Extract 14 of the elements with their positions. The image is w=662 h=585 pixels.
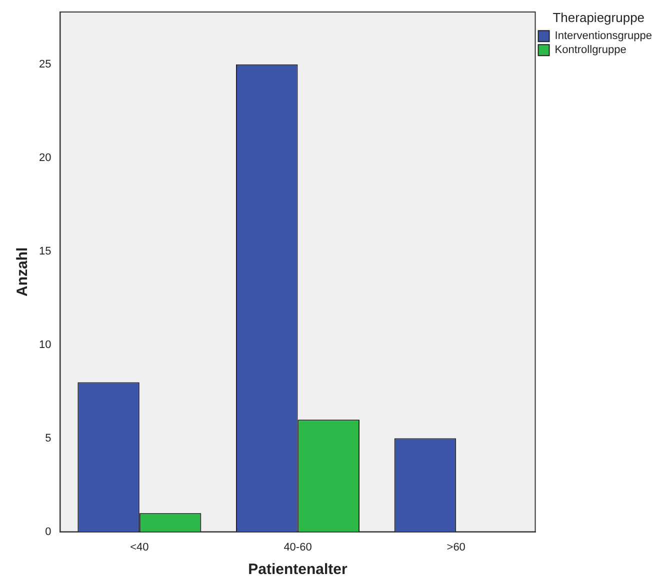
x-tick-label: >60: [446, 541, 466, 554]
y-tick-label: 10: [38, 338, 52, 351]
y-tick-label: 15: [38, 245, 52, 258]
x-tick-label: <40: [130, 541, 149, 554]
y-tick-label: 25: [38, 58, 52, 70]
legend-label: Kontrollgruppe: [554, 44, 626, 56]
x-axis-title: Patientenalter: [248, 561, 348, 578]
y-tick-label: 20: [38, 152, 52, 164]
x-tick-label: 40-60: [284, 541, 312, 554]
y-tick-label: 5: [45, 432, 52, 444]
legend-title: Therapiegruppe: [552, 10, 645, 26]
y-tick-label: 0: [45, 526, 52, 538]
y-axis-title: Anzahl: [14, 247, 32, 296]
legend-label: Interventionsgruppe: [554, 30, 652, 42]
